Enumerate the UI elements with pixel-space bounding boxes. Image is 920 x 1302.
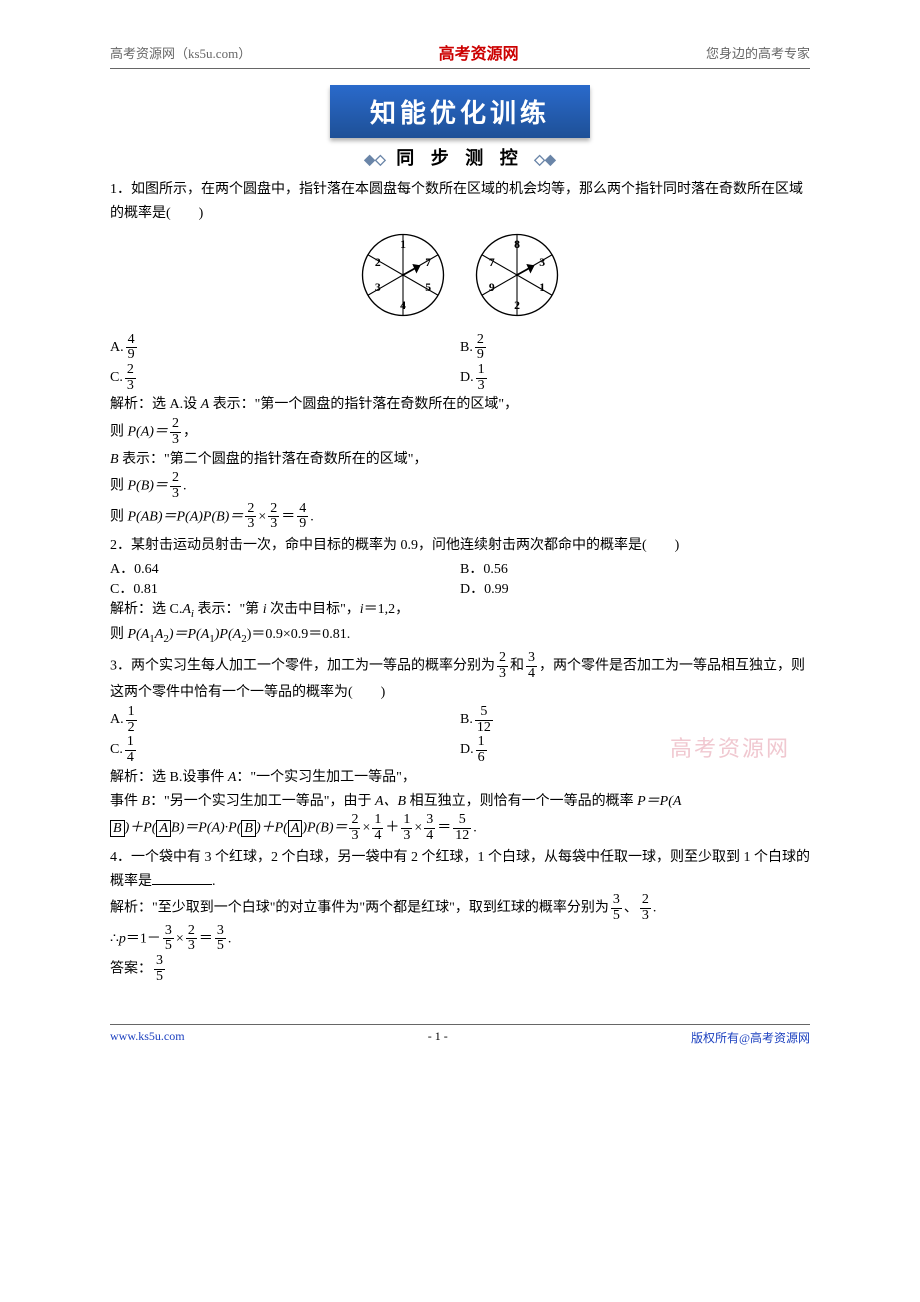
q4-answer: 答案：35 bbox=[110, 954, 810, 984]
q3-options-cd: C.14 D.16 高考资源网 bbox=[110, 735, 810, 765]
q3-option-d: D.16 bbox=[460, 735, 810, 765]
footer-right: 版权所有@高考资源网 bbox=[691, 1029, 810, 1046]
q2-options-cd: C．0.81 D．0.99 bbox=[110, 578, 810, 598]
header-right: 您身边的高考专家 bbox=[706, 43, 810, 62]
svg-text:9: 9 bbox=[489, 281, 495, 294]
svg-text:8: 8 bbox=[514, 238, 520, 251]
header-center: 高考资源网 bbox=[439, 40, 519, 64]
q1-text: 1．如图所示，在两个圆盘中，指针落在本圆盘每个数所在区域的机会均等，那么两个指针… bbox=[110, 178, 810, 226]
q3-sol-2: 事件 B："另一个实习生加工一等品"，由于 A、B 相互独立，则恰有一个一等品的… bbox=[110, 790, 810, 814]
q3-option-c: C.14 bbox=[110, 735, 460, 765]
svg-text:4: 4 bbox=[400, 299, 406, 312]
q3-sol-1: 解析：选 B.设事件 A："一个实习生加工一等品"， bbox=[110, 766, 810, 790]
spinner-1-icon: 1 7 5 4 3 2 bbox=[358, 230, 448, 320]
q1-sol-1: 解析：选 A.设 A 表示："第一个圆盘的指针落在奇数所在的区域"， bbox=[110, 393, 810, 417]
page-header: 高考资源网（ks5u.com） 高考资源网 您身边的高考专家 bbox=[110, 40, 810, 69]
q1-options-cd: C.23 D.13 bbox=[110, 363, 810, 393]
q4-blank bbox=[152, 884, 212, 885]
svg-text:2: 2 bbox=[514, 299, 520, 312]
q1-option-c: C.23 bbox=[110, 363, 460, 393]
q2-text: 2．某射击运动员射击一次，命中目标的概率为 0.9，问他连续射击两次都命中的概率… bbox=[110, 534, 810, 558]
svg-text:7: 7 bbox=[426, 256, 432, 269]
q2-option-b: B．0.56 bbox=[460, 558, 810, 578]
footer-left: www.ks5u.com bbox=[110, 1029, 185, 1046]
q3-option-b: B.512 bbox=[460, 705, 810, 735]
svg-text:2: 2 bbox=[375, 256, 381, 269]
q3-option-a: A.12 bbox=[110, 705, 460, 735]
header-left: 高考资源网（ks5u.com） bbox=[110, 43, 251, 62]
q1-spinners: 1 7 5 4 3 2 bbox=[110, 230, 810, 325]
diamond-right-icon: ◇◆ bbox=[534, 153, 556, 168]
q2-option-d: D．0.99 bbox=[460, 578, 810, 598]
q1-options-ab: A.49 B.29 bbox=[110, 333, 810, 363]
q1-option-b: B.29 bbox=[460, 333, 810, 363]
q3-sol-3: B)＋P(AB)＝P(A)·P(B)＋P(A)P(B)＝23×14＋13×34＝… bbox=[110, 813, 810, 843]
q1-sol-2: 则 P(A)＝23， bbox=[110, 417, 810, 447]
q2-options-ab: A．0.64 B．0.56 bbox=[110, 558, 810, 578]
q1-sol-4: 则 P(B)＝23. bbox=[110, 471, 810, 501]
q4-text: 4．一个袋中有 3 个红球，2 个白球，另一袋中有 2 个红球，1 个白球，从每… bbox=[110, 846, 810, 894]
diamond-left-icon: ◆◇ bbox=[364, 153, 386, 168]
svg-text:3: 3 bbox=[375, 281, 381, 294]
subtitle-text: 同 步 测 控 bbox=[396, 148, 524, 168]
svg-text:5: 5 bbox=[426, 281, 432, 294]
q3-options-ab: A.12 B.512 bbox=[110, 705, 810, 735]
q1-option-d: D.13 bbox=[460, 363, 810, 393]
spinner-2-icon: 8 3 1 2 9 7 bbox=[472, 230, 562, 320]
q2-sol-1: 解析：选 C.Ai 表示："第 i 次击中目标"，i＝1,2， bbox=[110, 598, 810, 623]
q4-sol-2: ∴p＝1－35×23＝35. bbox=[110, 924, 810, 954]
subtitle: ◆◇ 同 步 测 控 ◇◆ bbox=[110, 144, 810, 170]
q1-option-a: A.49 bbox=[110, 333, 460, 363]
q2-option-a: A．0.64 bbox=[110, 558, 460, 578]
svg-text:1: 1 bbox=[400, 238, 406, 251]
q1-sol-3: B 表示："第二个圆盘的指针落在奇数所在的区域"， bbox=[110, 448, 810, 472]
footer-center: - 1 - bbox=[428, 1029, 448, 1046]
q4-sol-1: 解析："至少取到一个白球"的对立事件为"两个都是红球"，取到红球的概率分别为35… bbox=[110, 893, 810, 923]
page-footer: www.ks5u.com - 1 - 版权所有@高考资源网 bbox=[110, 1024, 810, 1046]
q3-text: 3．两个实习生每人加工一个零件，加工为一等品的概率分别为23和34，两个零件是否… bbox=[110, 651, 810, 705]
q2-option-c: C．0.81 bbox=[110, 578, 460, 598]
q1-sol-5: 则 P(AB)＝P(A)P(B)＝23×23＝49. bbox=[110, 502, 810, 532]
svg-text:3: 3 bbox=[539, 256, 545, 269]
svg-text:1: 1 bbox=[539, 281, 545, 294]
q2-sol-2: 则 P(A1A2)＝P(A1)P(A2)＝0.9×0.9＝0.81. bbox=[110, 623, 810, 648]
title-banner: 知能优化训练 bbox=[330, 85, 590, 138]
svg-text:7: 7 bbox=[489, 256, 495, 269]
